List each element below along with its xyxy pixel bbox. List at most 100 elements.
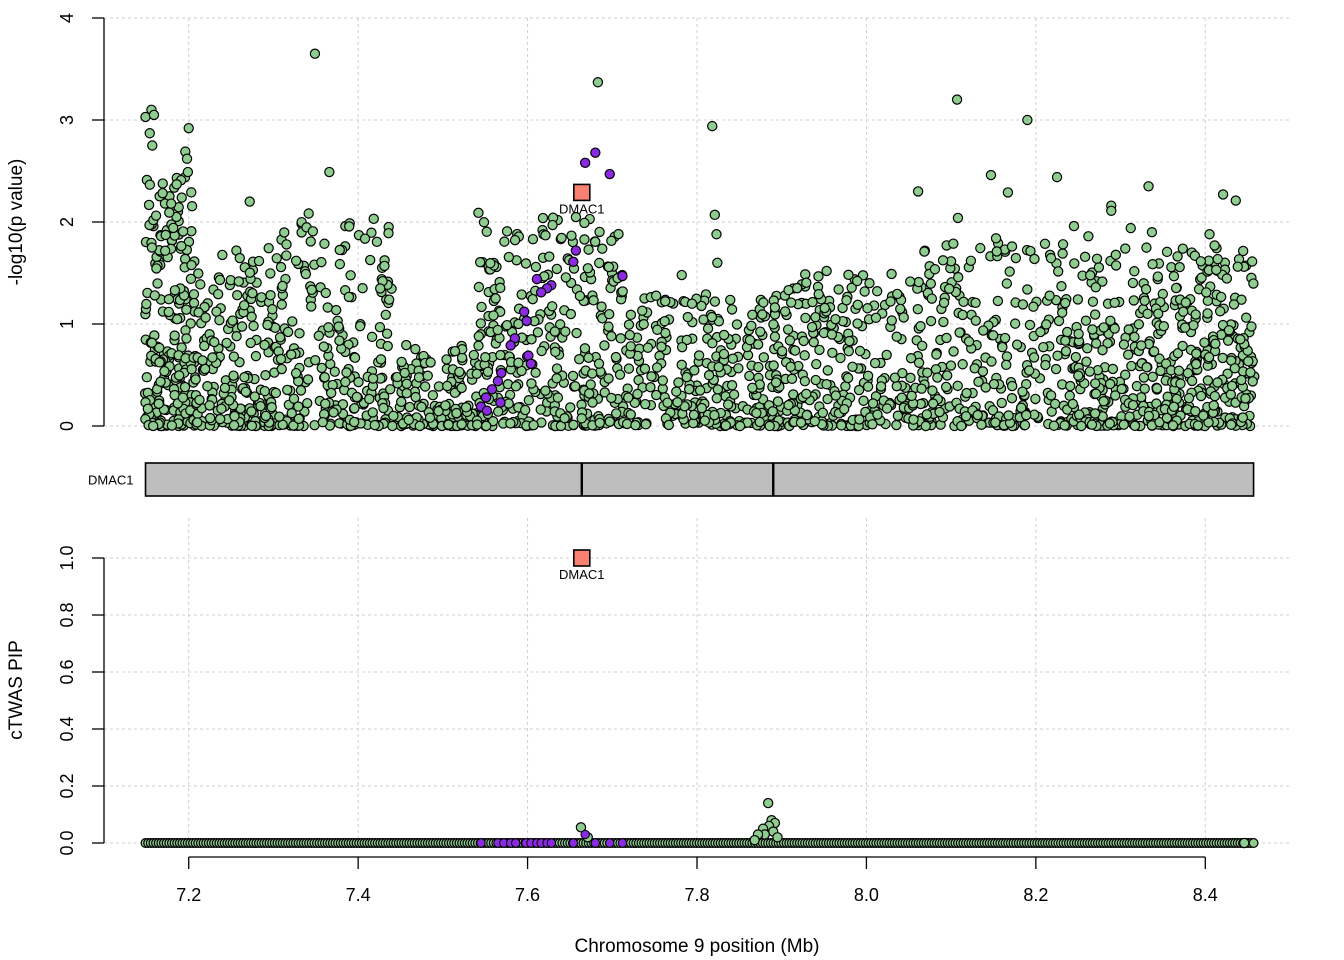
snp-point xyxy=(1052,350,1063,361)
snp-point xyxy=(977,325,989,336)
snp-point xyxy=(519,404,531,416)
snp-point xyxy=(227,315,238,326)
snp-point xyxy=(1011,339,1023,350)
snp-point xyxy=(1190,358,1202,370)
snp-point xyxy=(478,217,490,228)
snp-point xyxy=(604,308,615,320)
snp-point xyxy=(1006,393,1018,404)
snp-point xyxy=(826,329,838,340)
snp-point xyxy=(530,261,542,273)
snp-point xyxy=(960,411,972,422)
snp-point xyxy=(509,234,521,246)
snp-point xyxy=(490,293,501,304)
snp-point xyxy=(547,219,558,231)
snp-point xyxy=(1017,386,1028,397)
snp-point xyxy=(186,259,197,271)
bottom-y-tick-label: 0.0 xyxy=(57,830,77,855)
snp-point xyxy=(1073,328,1084,340)
snp-point xyxy=(244,267,256,278)
snp-point xyxy=(157,178,168,189)
snp-point xyxy=(546,301,558,312)
snp-point xyxy=(163,306,174,318)
snp-point xyxy=(199,340,210,352)
snp-point xyxy=(186,364,197,375)
snp-point xyxy=(1203,351,1215,363)
snp-point xyxy=(375,283,386,294)
snp-point xyxy=(930,364,942,375)
snp-point xyxy=(1109,323,1120,334)
snp-point xyxy=(1232,261,1243,272)
snp-point xyxy=(1056,307,1068,318)
snp-point xyxy=(1049,398,1061,410)
snp-point xyxy=(351,391,363,403)
snp-point xyxy=(943,283,955,294)
snp-point xyxy=(916,383,927,394)
snp-point xyxy=(929,264,941,275)
snp-point xyxy=(996,397,1008,409)
snp-point xyxy=(1082,343,1093,354)
snp-point xyxy=(927,385,938,396)
snp-point xyxy=(702,323,714,334)
snp-point xyxy=(163,294,175,305)
snp-point xyxy=(1147,371,1158,382)
snp-point xyxy=(1087,296,1099,307)
snp-point xyxy=(817,407,829,418)
snp-point xyxy=(379,260,390,272)
snp-point xyxy=(253,255,265,267)
snp-point xyxy=(481,226,492,237)
bottom-panel-grid xyxy=(104,518,1290,844)
snp-point xyxy=(382,340,393,352)
snp-point xyxy=(1177,243,1188,254)
snp-point xyxy=(801,277,812,288)
snp-point xyxy=(1045,390,1057,401)
snp-point xyxy=(1155,365,1166,377)
snp-point xyxy=(769,302,781,313)
snp-point xyxy=(209,336,220,348)
snp-point xyxy=(234,252,245,264)
snp-point xyxy=(1212,253,1223,265)
snp-point xyxy=(560,272,572,283)
snp-point xyxy=(1116,383,1127,395)
snp-point xyxy=(919,246,930,257)
snp-point xyxy=(758,352,770,363)
snp-point xyxy=(645,382,656,393)
snp-point xyxy=(306,284,317,296)
snp-point xyxy=(718,348,730,360)
snp-point xyxy=(228,420,240,431)
snp-point xyxy=(277,280,288,292)
pip-snp-point xyxy=(575,822,587,833)
snp-point xyxy=(1122,349,1134,360)
snp-point xyxy=(1147,258,1158,270)
snp-point xyxy=(623,363,635,374)
snp-point xyxy=(199,363,211,375)
snp-point xyxy=(245,337,256,349)
snp-point xyxy=(841,295,852,306)
snp-point xyxy=(821,379,832,390)
snp-point xyxy=(977,366,989,377)
snp-point xyxy=(410,343,421,355)
snp-point xyxy=(1081,356,1092,367)
snp-point xyxy=(583,244,594,255)
snp-point xyxy=(248,320,259,332)
snp-point xyxy=(744,370,755,382)
snp-point xyxy=(985,169,997,181)
snp-point xyxy=(1070,351,1082,363)
snp-point xyxy=(891,331,902,342)
snp-point xyxy=(211,306,222,317)
snp-point xyxy=(854,414,865,425)
snp-point xyxy=(676,269,687,281)
snp-point xyxy=(614,369,626,380)
snp-point xyxy=(480,351,491,363)
snp-point xyxy=(1016,402,1027,413)
bottom-y-tick-label: 0.8 xyxy=(57,602,77,627)
snp-point xyxy=(528,419,539,431)
snp-point xyxy=(999,332,1011,344)
snp-point xyxy=(468,349,480,361)
snp-point xyxy=(1051,171,1063,183)
snp-point xyxy=(755,326,766,337)
snp-point xyxy=(852,318,863,329)
snp-point xyxy=(487,416,499,427)
snp-point xyxy=(1003,410,1014,421)
snp-point xyxy=(920,420,931,432)
snp-point xyxy=(505,418,516,429)
